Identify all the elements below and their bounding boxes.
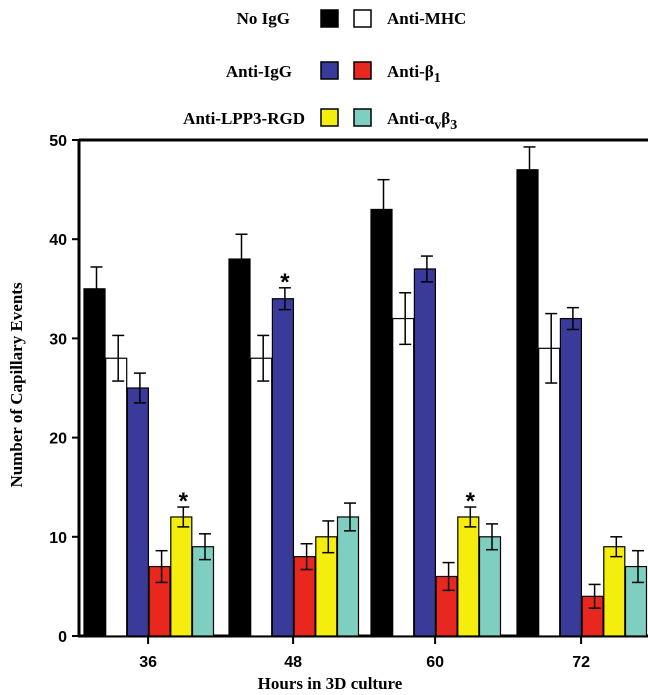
bar-48-4 [315,536,338,637]
bar-72-0 [516,169,539,637]
y-tick-label-40: 40 [49,232,67,249]
bar-36-3 [148,565,171,637]
legend-label-anti-lpp3-rgd: Anti-LPP3-RGD [183,109,305,128]
legend-label-anti-igg: Anti-IgG [226,62,292,81]
legend-swatch-anti-igg [320,61,339,80]
bar-36-1 [105,357,128,637]
bar-48-3 [293,556,316,637]
x-tick-label-72: 72 [572,654,590,671]
bar-60-1 [392,317,415,637]
bar-60-2 [413,268,436,637]
bar-60-5 [478,536,502,637]
y-axis-title: Number of Capillary Events [7,282,26,487]
bar-72-3 [581,595,604,637]
bar-72-2 [559,317,583,637]
significance-star-0: * [179,488,189,515]
bar-36-2 [126,387,150,637]
x-axis-ticks: 36 48 60 72 [139,636,590,671]
bar-36-0 [83,288,106,637]
legend-swatch-anti-beta1 [353,61,372,80]
bar-48-0 [228,258,251,637]
legend-label-no-igg: No IgG [237,9,290,28]
bar-72-1 [538,347,561,637]
y-tick-label-30: 30 [49,331,67,348]
legend-label-anti-beta1: Anti-β1 [387,62,441,86]
bar-48-2 [271,298,294,637]
legend-swatch-anti-mhc [353,9,372,28]
legend-swatch-anti-avb3 [353,108,372,127]
x-tick-label-36: 36 [139,654,157,671]
legend: No IgG Anti-MHC Anti-IgG Anti-β1 Anti-LP… [183,9,466,133]
bar-48-1 [250,357,273,637]
bar-72-4 [603,546,626,637]
bar-60-4 [457,516,480,637]
significance-star-1: * [280,269,290,296]
legend-swatch-anti-lpp3-rgd [320,108,339,127]
x-axis-title: Hours in 3D culture [258,674,403,693]
significance-star-2: * [466,488,476,515]
bar-36-5 [191,546,215,637]
bar-60-0 [370,208,393,637]
bar-60-3 [435,575,458,637]
y-axis-ticks: 0 10 20 30 40 50 [49,133,79,646]
x-tick-label-60: 60 [426,654,444,671]
legend-label-anti-mhc: Anti-MHC [387,9,466,28]
y-tick-label-10: 10 [49,530,67,547]
legend-swatch-no-igg [320,9,339,28]
y-tick-label-0: 0 [58,629,67,646]
y-tick-label-20: 20 [49,431,67,448]
bar-72-5 [624,565,648,637]
bars [83,146,648,637]
legend-label-anti-avb3: Anti-αvβ3 [387,109,457,133]
significance-markers: * * * [179,269,476,515]
bar-36-4 [170,516,193,637]
x-tick-label-48: 48 [284,654,302,671]
bar-48-5 [336,516,360,637]
y-tick-label-50: 50 [49,133,67,150]
